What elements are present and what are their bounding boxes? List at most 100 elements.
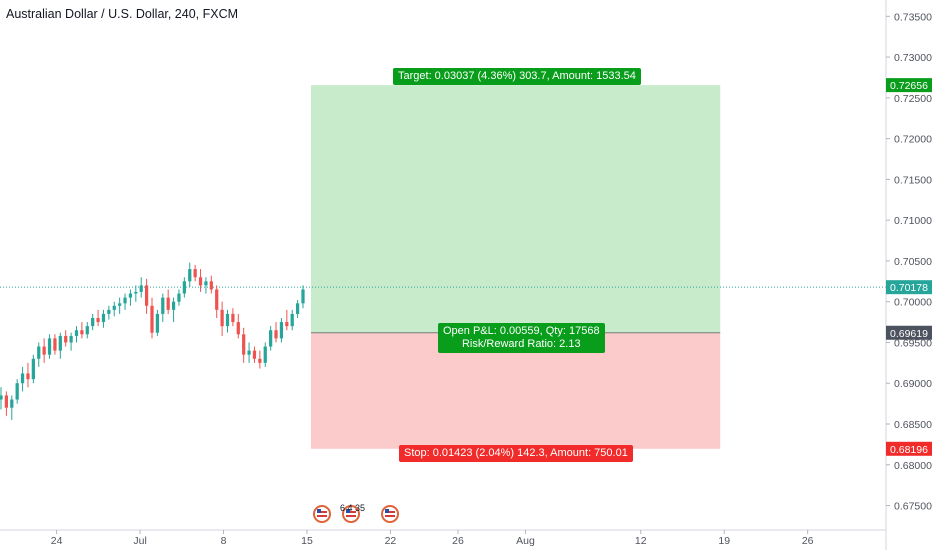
candle-body: [177, 293, 181, 302]
candle-body: [301, 289, 305, 304]
candle-body: [209, 281, 213, 290]
flag-stripe: [317, 511, 327, 513]
candle-body: [161, 297, 165, 314]
candle-body: [269, 330, 273, 347]
candle-body: [231, 313, 235, 323]
candle-body: [91, 318, 95, 327]
open-pnl-text: Open P&L: 0.00559, Qty: 17568: [443, 325, 600, 337]
candle-body: [144, 285, 149, 306]
price-tag-label: 0.69619: [890, 328, 928, 340]
time-tick-label: 26: [802, 535, 814, 547]
candle-body: [279, 322, 284, 339]
candle-body: [118, 303, 122, 306]
flag-stripe: [385, 515, 395, 517]
flag-canton: [317, 509, 321, 513]
candle-body: [42, 346, 46, 355]
event-count-label: 6 4 35: [340, 503, 365, 513]
price-tag-box: [886, 280, 932, 295]
candle-body: [166, 297, 170, 310]
candle-body: [58, 335, 62, 351]
flag-stripe: [317, 515, 327, 517]
pnl-label: Open P&L: 0.00559, Qty: 17568 Risk/Rewar…: [438, 323, 605, 353]
risk-reward-text: Risk/Reward Ratio: 2.13: [461, 338, 581, 350]
candle-body: [236, 322, 240, 335]
candle-body: [4, 395, 9, 408]
candle-body: [225, 313, 230, 327]
candle-body: [0, 395, 3, 400]
candle-body: [85, 326, 89, 335]
price-tick-label: 0.69000: [894, 378, 932, 390]
flag-stripe: [385, 511, 395, 513]
candle-body: [107, 309, 111, 314]
time-tick-label: 15: [301, 535, 313, 547]
price-tick-label: 0.67500: [894, 501, 932, 513]
candle-body: [47, 338, 52, 355]
target-label: Target: 0.03037 (4.36%) 303.7, Amount: 1…: [393, 68, 641, 85]
candle-body: [215, 289, 219, 310]
candle-body: [242, 334, 246, 355]
time-tick-label: 8: [221, 535, 227, 547]
price-tick-label: 0.72000: [894, 134, 932, 146]
price-tag-label: 0.72656: [890, 80, 928, 92]
candle-body: [204, 281, 208, 286]
price-tag-box: [886, 78, 932, 93]
price-tick-label: 0.71000: [894, 215, 932, 227]
candle-body: [193, 269, 197, 278]
candle-body: [188, 269, 192, 282]
candle-body: [123, 297, 127, 304]
candle-body: [64, 335, 68, 343]
time-tick-label: Jul: [133, 535, 146, 547]
time-tick-label: Aug: [516, 535, 535, 547]
price-tick-label: 0.68500: [894, 419, 932, 431]
candle-body: [96, 318, 100, 323]
candle-body: [69, 335, 73, 343]
candle-body: [171, 301, 176, 310]
time-tick-label: 26: [452, 535, 464, 547]
candle-body: [155, 313, 160, 333]
candle-body: [134, 291, 138, 294]
candle-body: [53, 338, 57, 351]
us-flag-event-icon: [313, 505, 331, 523]
candle-body: [263, 346, 267, 363]
price-tick-label: 0.70500: [894, 256, 932, 268]
flag-stripe: [346, 511, 356, 513]
candle-body: [74, 330, 79, 336]
candle-body: [112, 305, 116, 310]
price-tick-label: 0.69500: [894, 337, 932, 349]
candle-body: [198, 277, 203, 286]
candle-body: [10, 399, 14, 408]
price-tick-label: 0.70000: [894, 297, 932, 309]
candle-body: [274, 330, 278, 339]
candle-body: [20, 373, 25, 384]
candle-body: [31, 358, 35, 380]
price-tick-label: 0.72500: [894, 93, 932, 105]
flag-stripe: [346, 515, 356, 517]
chart-title: Australian Dollar / U.S. Dollar, 240, FX…: [6, 7, 239, 21]
candle-body: [37, 346, 41, 359]
time-tick-label: 24: [51, 535, 63, 547]
price-tick-label: 0.71500: [894, 174, 932, 186]
candle-body: [15, 383, 19, 400]
candle-body: [128, 293, 133, 298]
price-tag-label: 0.68196: [890, 444, 928, 456]
candle-body: [252, 350, 257, 359]
stop-label: Stop: 0.01423 (2.04%) 142.3, Amount: 750…: [399, 445, 633, 462]
flag-canton: [385, 509, 389, 513]
candle-body: [295, 303, 300, 314]
candle-body: [220, 309, 224, 327]
candle-body: [80, 330, 84, 335]
time-tick-label: 12: [635, 535, 647, 547]
profit-zone: [310, 85, 721, 333]
price-tag-label: 0.70178: [890, 282, 928, 294]
candle-body: [150, 305, 154, 333]
candle-body: [290, 313, 294, 327]
us-flag-event-icon: [381, 505, 399, 523]
time-tick-label: 22: [385, 535, 397, 547]
price-tag-box: [886, 441, 932, 456]
candle-body: [101, 313, 106, 323]
candle-body: [258, 358, 262, 363]
candle-body: [139, 285, 143, 292]
candle-body: [247, 350, 251, 355]
price-tick-label: 0.68000: [894, 460, 932, 472]
